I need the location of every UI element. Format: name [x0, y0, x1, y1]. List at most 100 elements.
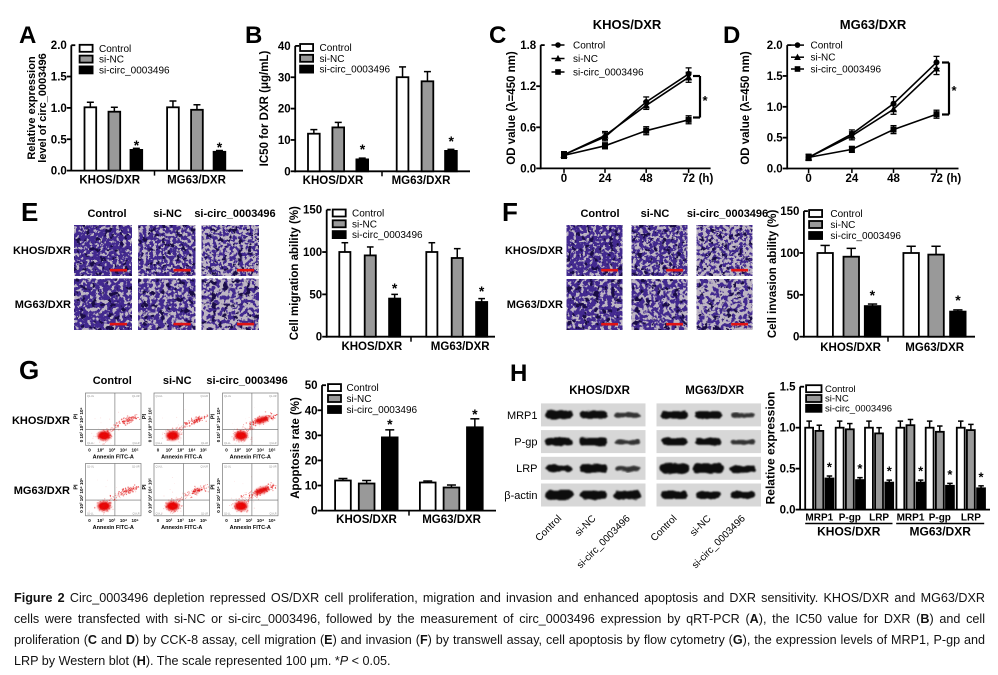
svg-text:IC50 for DXR (μg/mL): IC50 for DXR (μg/mL)	[259, 51, 271, 167]
svg-text:10²: 10²	[234, 518, 241, 523]
svg-text:10²: 10²	[234, 447, 241, 452]
svg-text:0.6: 0.6	[520, 122, 536, 134]
svg-text:*: *	[870, 287, 876, 303]
svg-text:Q1-LR: Q1-LR	[269, 512, 276, 515]
svg-text:*: *	[703, 93, 709, 108]
svg-text:Q1-UL: Q1-UL	[224, 395, 232, 398]
svg-text:1.5: 1.5	[51, 72, 68, 84]
svg-text:E: E	[21, 197, 38, 227]
svg-text:*: *	[134, 137, 140, 153]
svg-text:Q1-LR: Q1-LR	[132, 442, 139, 445]
svg-text:20: 20	[305, 455, 318, 467]
svg-text:(h): (h)	[699, 173, 714, 185]
svg-text:si-NC: si-NC	[573, 513, 598, 538]
svg-text:Q1-LL: Q1-LL	[87, 512, 94, 515]
svg-text:48: 48	[887, 173, 900, 185]
svg-text:0: 0	[316, 332, 322, 344]
svg-text:KHOS/DXR: KHOS/DXR	[817, 525, 881, 539]
svg-text:1.5: 1.5	[780, 382, 797, 394]
svg-text:0 10² 10³ 10⁴ 10⁵: 0 10² 10³ 10⁴ 10⁵	[79, 478, 84, 513]
svg-text:C: C	[489, 22, 506, 49]
svg-text:0: 0	[88, 447, 91, 452]
svg-text:si-NC: si-NC	[688, 513, 713, 538]
svg-text:si-circ_0003496: si-circ_0003496	[194, 208, 275, 220]
svg-text:10⁴: 10⁴	[188, 518, 195, 523]
svg-text:0: 0	[311, 506, 317, 518]
svg-text:0 10² 10³ 10⁴ 10⁵: 0 10² 10³ 10⁴ 10⁵	[148, 407, 153, 442]
svg-text:10²: 10²	[97, 447, 104, 452]
svg-text:KHOS/DXR: KHOS/DXR	[820, 342, 881, 354]
svg-text:0: 0	[561, 173, 567, 185]
svg-text:Q1-LL: Q1-LL	[87, 442, 94, 445]
svg-text:10: 10	[278, 135, 291, 147]
svg-text:1.0: 1.0	[767, 102, 783, 114]
svg-text:MG63/DXR: MG63/DXR	[15, 299, 71, 311]
svg-text:MG63/DXR: MG63/DXR	[905, 342, 964, 354]
svg-text:Q1-UL: Q1-UL	[87, 395, 95, 398]
svg-text:*: *	[448, 133, 454, 149]
svg-text:KHOS/DXR: KHOS/DXR	[12, 415, 70, 427]
svg-text:MG63/DXR: MG63/DXR	[167, 175, 226, 187]
svg-text:10²: 10²	[166, 518, 173, 523]
svg-text:β-actin: β-actin	[504, 490, 537, 502]
svg-text:*: *	[479, 283, 485, 299]
svg-text:Q1-UR: Q1-UR	[132, 395, 140, 398]
svg-text:24: 24	[599, 173, 612, 185]
svg-text:10³: 10³	[177, 447, 184, 452]
svg-text:Q1-LR: Q1-LR	[132, 512, 139, 515]
svg-text:0: 0	[157, 518, 160, 523]
svg-text:40: 40	[278, 41, 291, 53]
svg-text:MG63/DXR: MG63/DXR	[14, 485, 70, 497]
svg-text:10⁵: 10⁵	[200, 518, 207, 523]
svg-text:si-circ_0003496: si-circ_0003496	[347, 405, 418, 416]
svg-text:si-NC: si-NC	[825, 394, 849, 405]
svg-text:1.5: 1.5	[767, 71, 784, 83]
svg-text:10⁴: 10⁴	[120, 518, 127, 523]
svg-text:0.5: 0.5	[51, 134, 68, 146]
svg-text:MRP1: MRP1	[897, 513, 925, 524]
svg-text:A: A	[19, 22, 36, 49]
svg-text:LRP: LRP	[516, 463, 537, 475]
svg-text:PI: PI	[142, 413, 148, 419]
svg-text:Control: Control	[87, 208, 126, 220]
svg-text:0: 0	[225, 518, 228, 523]
svg-text:Annexin FITC-A: Annexin FITC-A	[93, 454, 134, 460]
svg-text:MG63/DXR: MG63/DXR	[910, 525, 972, 539]
svg-text:Q1-UL: Q1-UL	[87, 466, 95, 469]
svg-text:Relative expression: Relative expression	[764, 392, 778, 505]
svg-text:si-NC: si-NC	[811, 53, 836, 64]
svg-text:1.8: 1.8	[520, 40, 537, 52]
svg-text:KHOS/DXR: KHOS/DXR	[303, 175, 364, 187]
svg-text:Control: Control	[320, 43, 352, 54]
svg-text:0.0: 0.0	[51, 166, 67, 178]
svg-text:*: *	[387, 416, 393, 432]
svg-text:100: 100	[303, 247, 322, 259]
svg-text:KHOS/DXR: KHOS/DXR	[79, 175, 140, 187]
svg-text:si-NC: si-NC	[830, 220, 855, 231]
svg-text:Control: Control	[93, 375, 132, 387]
svg-text:Q1-LL: Q1-LL	[224, 442, 231, 445]
svg-text:KHOS/DXR: KHOS/DXR	[341, 341, 402, 353]
svg-text:Q1-LL: Q1-LL	[224, 512, 231, 515]
svg-text:100: 100	[780, 248, 799, 260]
svg-text:G: G	[19, 355, 39, 385]
svg-text:Relative expression: Relative expression	[26, 56, 38, 160]
svg-text:P-gp: P-gp	[929, 513, 951, 524]
svg-text:Q1-UR: Q1-UR	[269, 466, 277, 469]
svg-text:si-circ_0003496: si-circ_0003496	[352, 230, 423, 241]
svg-text:0: 0	[225, 447, 228, 452]
svg-text:Control: Control	[573, 41, 605, 52]
svg-text:MG63/DXR: MG63/DXR	[422, 514, 481, 526]
svg-text:10³: 10³	[177, 518, 184, 523]
svg-text:B: B	[245, 22, 262, 49]
svg-text:10: 10	[305, 481, 318, 493]
svg-text:KHOS/DXR: KHOS/DXR	[13, 245, 71, 257]
svg-text:*: *	[360, 141, 366, 157]
svg-text:LRP: LRP	[961, 513, 981, 524]
svg-text:*: *	[827, 459, 833, 474]
svg-text:10⁵: 10⁵	[131, 447, 138, 452]
svg-text:0.0: 0.0	[780, 505, 796, 517]
svg-text:*: *	[217, 139, 223, 155]
svg-text:si-NC: si-NC	[641, 208, 670, 220]
svg-text:*: *	[979, 469, 985, 484]
